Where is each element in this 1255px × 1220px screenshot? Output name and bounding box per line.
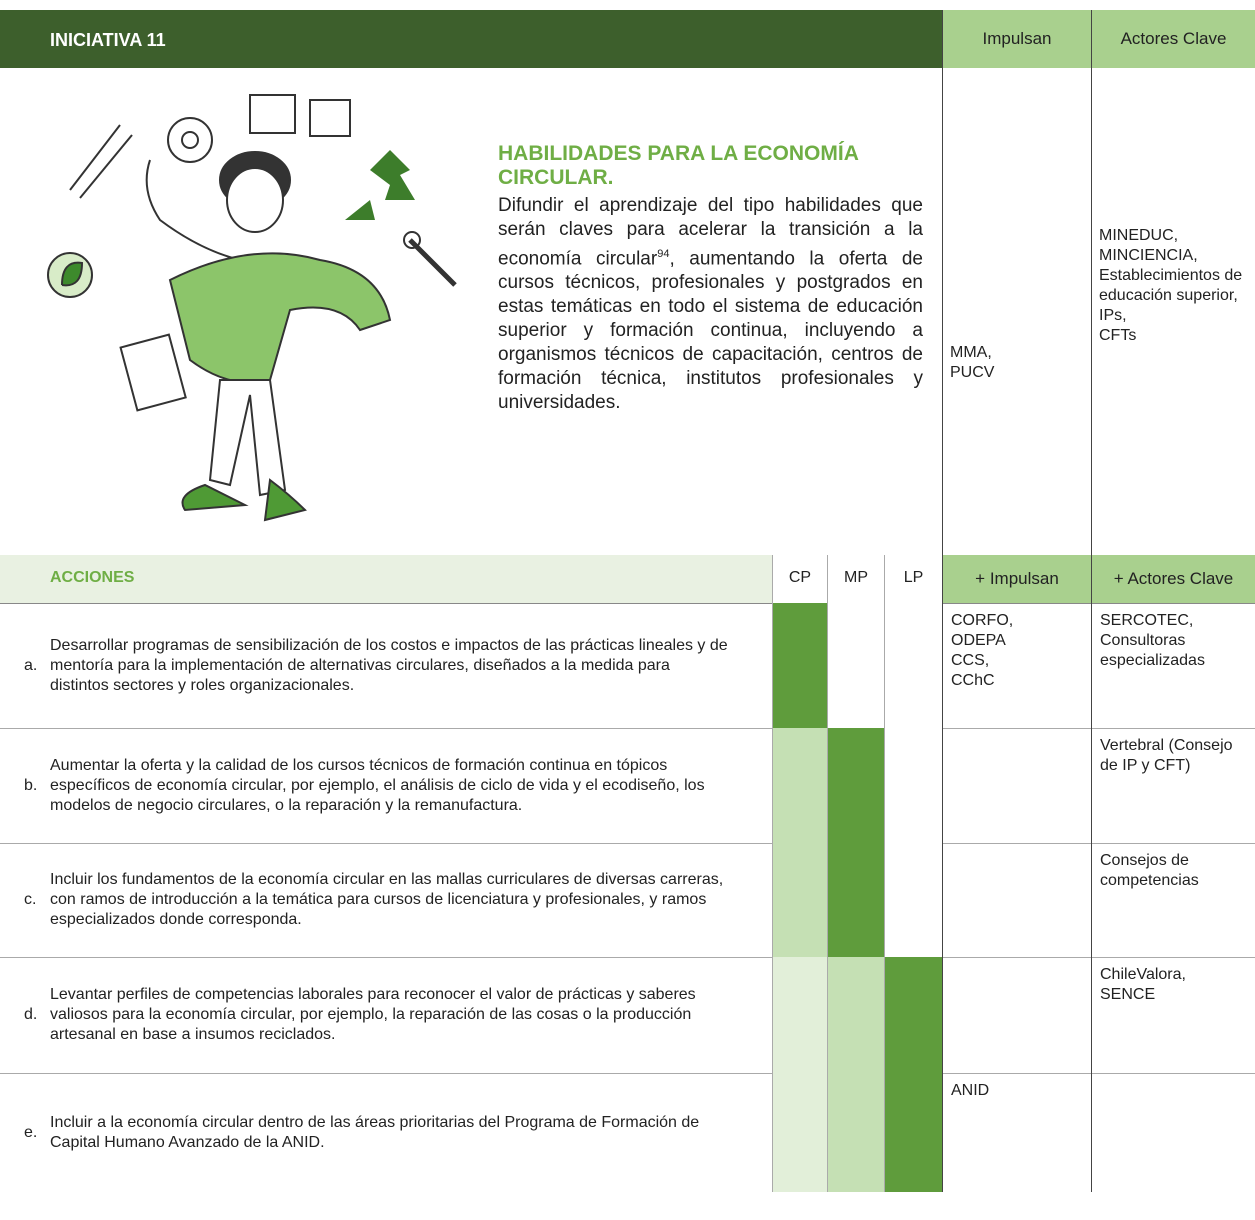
actions-header: ACCIONES bbox=[0, 555, 772, 603]
plus-impulsan-header: + Impulsan bbox=[942, 555, 1091, 603]
action-letter: b. bbox=[24, 776, 38, 794]
action-text: Desarrollar programas de sensibilización… bbox=[50, 636, 728, 694]
actores-cell bbox=[1091, 1073, 1255, 1192]
impulsan-cell: CORFO, ODEPA CCS, CChC bbox=[942, 603, 1091, 728]
impulsan-cell bbox=[942, 843, 1091, 957]
list-item: MMA, bbox=[950, 344, 992, 361]
timeline-cell bbox=[827, 957, 884, 1073]
list-item: Establecimientos de educación superior, bbox=[1099, 267, 1243, 304]
lp-header: LP bbox=[884, 555, 942, 603]
timeline-cell bbox=[772, 1073, 827, 1192]
actores-header: Actores Clave bbox=[1091, 10, 1255, 68]
action-row-text: c. Incluir los fundamentos de la economía… bbox=[0, 843, 772, 957]
initiative-text: HABILIDADES PARA LA ECONOMÍA CIRCULAR. D… bbox=[498, 142, 923, 415]
timeline-cell bbox=[772, 728, 827, 843]
list-item: PUCV bbox=[950, 364, 995, 381]
mp-header: MP bbox=[827, 555, 884, 603]
impulsan-cell: ANID bbox=[942, 1073, 1091, 1192]
description: , aumentando la oferta de cursos técnico… bbox=[498, 248, 923, 414]
footnote: 94 bbox=[657, 248, 670, 260]
list-item: IPs, bbox=[1099, 307, 1127, 324]
plus-actores-header: + Actores Clave bbox=[1091, 555, 1255, 603]
action-letter: e. bbox=[24, 1123, 38, 1141]
list-item: Consultoras especializadas bbox=[1100, 632, 1205, 669]
action-letter: c. bbox=[24, 891, 37, 908]
action-letter: d. bbox=[24, 1006, 38, 1023]
list-item: SENCE bbox=[1100, 986, 1156, 1003]
row-divider bbox=[0, 957, 1255, 958]
action-row-text: b. Aumentar la oferta y la calidad de los… bbox=[0, 728, 772, 843]
timeline-cell bbox=[772, 843, 827, 957]
impulsan-cell bbox=[942, 728, 1091, 843]
illustration bbox=[47, 94, 457, 522]
actores-cell: SERCOTEC, Consultoras especializadas bbox=[1091, 603, 1255, 728]
list-item: CCS, bbox=[951, 652, 990, 669]
header-title: INICIATIVA 11 bbox=[50, 30, 166, 50]
initiative-title: HABILIDADES PARA LA ECONOMÍA CIRCULAR. bbox=[498, 142, 859, 189]
description: Difundir el aprendizaje del tipo habilid… bbox=[498, 195, 923, 270]
action-text: Levantar perfiles de competencias labora… bbox=[50, 986, 696, 1043]
initiative-header: INICIATIVA 11 bbox=[0, 10, 942, 68]
list-item: CChC bbox=[951, 672, 995, 689]
action-row-text: a. Desarrollar programas de sensibilizaci… bbox=[0, 603, 772, 728]
actores-list: MINEDUC, MINCIENCIA, Establecimientos de e… bbox=[1091, 226, 1255, 346]
impulsan-cell bbox=[942, 957, 1091, 1073]
row-divider bbox=[0, 728, 1255, 729]
list-item: CORFO, bbox=[951, 612, 1014, 629]
row-divider bbox=[0, 1073, 1255, 1074]
timeline-cell bbox=[884, 1073, 942, 1192]
action-text: Incluir los fundamentos de la economía c… bbox=[50, 871, 724, 928]
action-text: Aumentar la oferta y la calidad de los c… bbox=[50, 756, 705, 814]
timeline-cell bbox=[772, 603, 827, 728]
row-divider bbox=[0, 843, 1255, 844]
list-item: MINEDUC, bbox=[1099, 227, 1179, 244]
timeline-cell bbox=[884, 843, 942, 957]
impulsan-list: MMA, PUCV bbox=[942, 343, 1091, 383]
action-row-text: e. Incluir a la economía circular dentro … bbox=[0, 1073, 772, 1192]
list-item: ODEPA bbox=[951, 632, 1006, 649]
list-item: Consejos de competencias bbox=[1100, 852, 1199, 889]
action-text: Incluir a la economía circular dentro de… bbox=[50, 1113, 700, 1151]
initiative-description: Difundir el aprendizaje del tipo habilid… bbox=[498, 194, 923, 415]
timeline-cell bbox=[884, 957, 942, 1073]
list-item: SERCOTEC, bbox=[1100, 612, 1194, 629]
cp-header: CP bbox=[772, 555, 827, 603]
actores-cell: ChileValora, SENCE bbox=[1091, 957, 1255, 1073]
list-item: Vertebral (Consejo de IP y CFT) bbox=[1100, 737, 1233, 774]
actores-cell: Consejos de competencias bbox=[1091, 843, 1255, 957]
impulsan-header: Impulsan bbox=[942, 10, 1091, 68]
list-item: MINCIENCIA, bbox=[1099, 247, 1198, 264]
actores-cell: Vertebral (Consejo de IP y CFT) bbox=[1091, 728, 1255, 843]
action-row-text: d. Levantar perfiles de competencias labo… bbox=[0, 957, 772, 1073]
timeline-cell bbox=[827, 843, 884, 957]
timeline-cell bbox=[827, 728, 884, 843]
timeline-cell bbox=[884, 603, 942, 728]
action-letter: a. bbox=[24, 656, 38, 674]
list-item: CFTs bbox=[1099, 327, 1137, 344]
timeline-cell bbox=[884, 728, 942, 843]
list-item: ANID bbox=[951, 1082, 990, 1099]
timeline-cell bbox=[772, 957, 827, 1073]
timeline-cell bbox=[827, 603, 884, 728]
list-item: ChileValora, bbox=[1100, 966, 1186, 983]
timeline-cell bbox=[827, 1073, 884, 1192]
